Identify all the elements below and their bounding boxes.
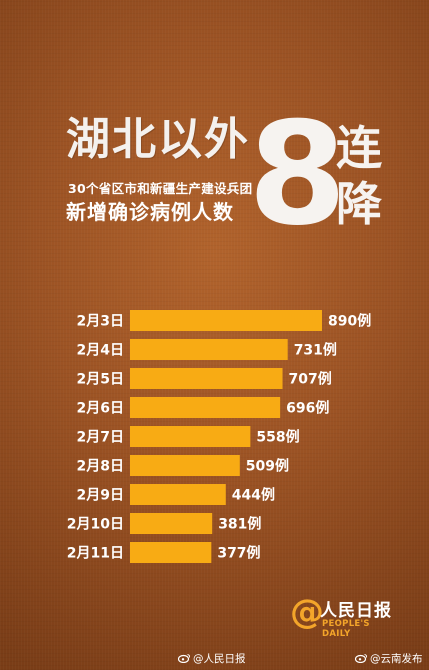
bar xyxy=(130,542,212,563)
date-label: 2月11日 xyxy=(67,546,124,562)
bar xyxy=(130,426,251,447)
value-label: 707例 xyxy=(289,371,332,388)
bar xyxy=(130,397,281,418)
date-label: 2月7日 xyxy=(77,430,124,446)
bar xyxy=(130,513,213,534)
weibo-credit-1[interactable]: @人民日报 xyxy=(178,651,246,666)
bar xyxy=(130,455,240,476)
bar xyxy=(130,310,322,331)
logo-at-symbol: @ xyxy=(290,592,324,632)
bar-chart: 2月3日 890例 2月4日 731例 2月5日 707例 2月6日 696例 2月7日 558例… xyxy=(67,310,371,563)
subtitle-metric: 新增确诊病例人数 xyxy=(66,200,234,224)
date-label: 2月4日 xyxy=(77,343,124,359)
decline-char: 降 xyxy=(336,177,382,231)
bar xyxy=(130,339,288,360)
footer-watermark: @人民日报 @云南发布 xyxy=(0,646,429,670)
subtitle-regions: 30个省区市和新疆生产建设兵团 xyxy=(68,181,253,196)
consecutive-char: 连 xyxy=(336,121,382,175)
weibo-icon xyxy=(178,654,191,663)
weibo-icon xyxy=(355,654,368,663)
date-label: 2月10日 xyxy=(67,517,124,533)
value-label: 509例 xyxy=(246,458,289,475)
logo-name-en: PEOPLE'S DAILY xyxy=(322,619,370,639)
value-label: 444例 xyxy=(232,487,275,504)
value-label: 731例 xyxy=(294,342,337,359)
peoples-daily-logo: @ 人民日报 PEOPLE'S DAILY xyxy=(290,592,400,639)
value-label: 377例 xyxy=(217,545,260,562)
bar xyxy=(130,484,226,505)
consecutive-decline-label: 连 降 xyxy=(334,120,384,232)
date-label: 2月8日 xyxy=(77,459,124,475)
bar xyxy=(130,368,283,389)
date-label: 2月5日 xyxy=(77,372,124,388)
weibo-credit-2[interactable]: @云南发布 xyxy=(355,651,423,666)
date-label: 2月6日 xyxy=(77,401,124,417)
headline: 湖北以外 xyxy=(66,114,250,165)
value-label: 696例 xyxy=(286,400,329,417)
date-label: 2月9日 xyxy=(77,488,124,504)
big-number: 8 xyxy=(248,92,347,257)
logo-name-cn: 人民日报 xyxy=(320,601,392,621)
value-label: 890例 xyxy=(328,313,371,330)
weibo-credit-2-text: @云南发布 xyxy=(370,653,423,665)
date-label: 2月3日 xyxy=(77,314,124,330)
value-label: 381例 xyxy=(218,516,261,533)
value-label: 558例 xyxy=(256,429,299,446)
weibo-credit-1-text: @人民日报 xyxy=(193,653,246,665)
